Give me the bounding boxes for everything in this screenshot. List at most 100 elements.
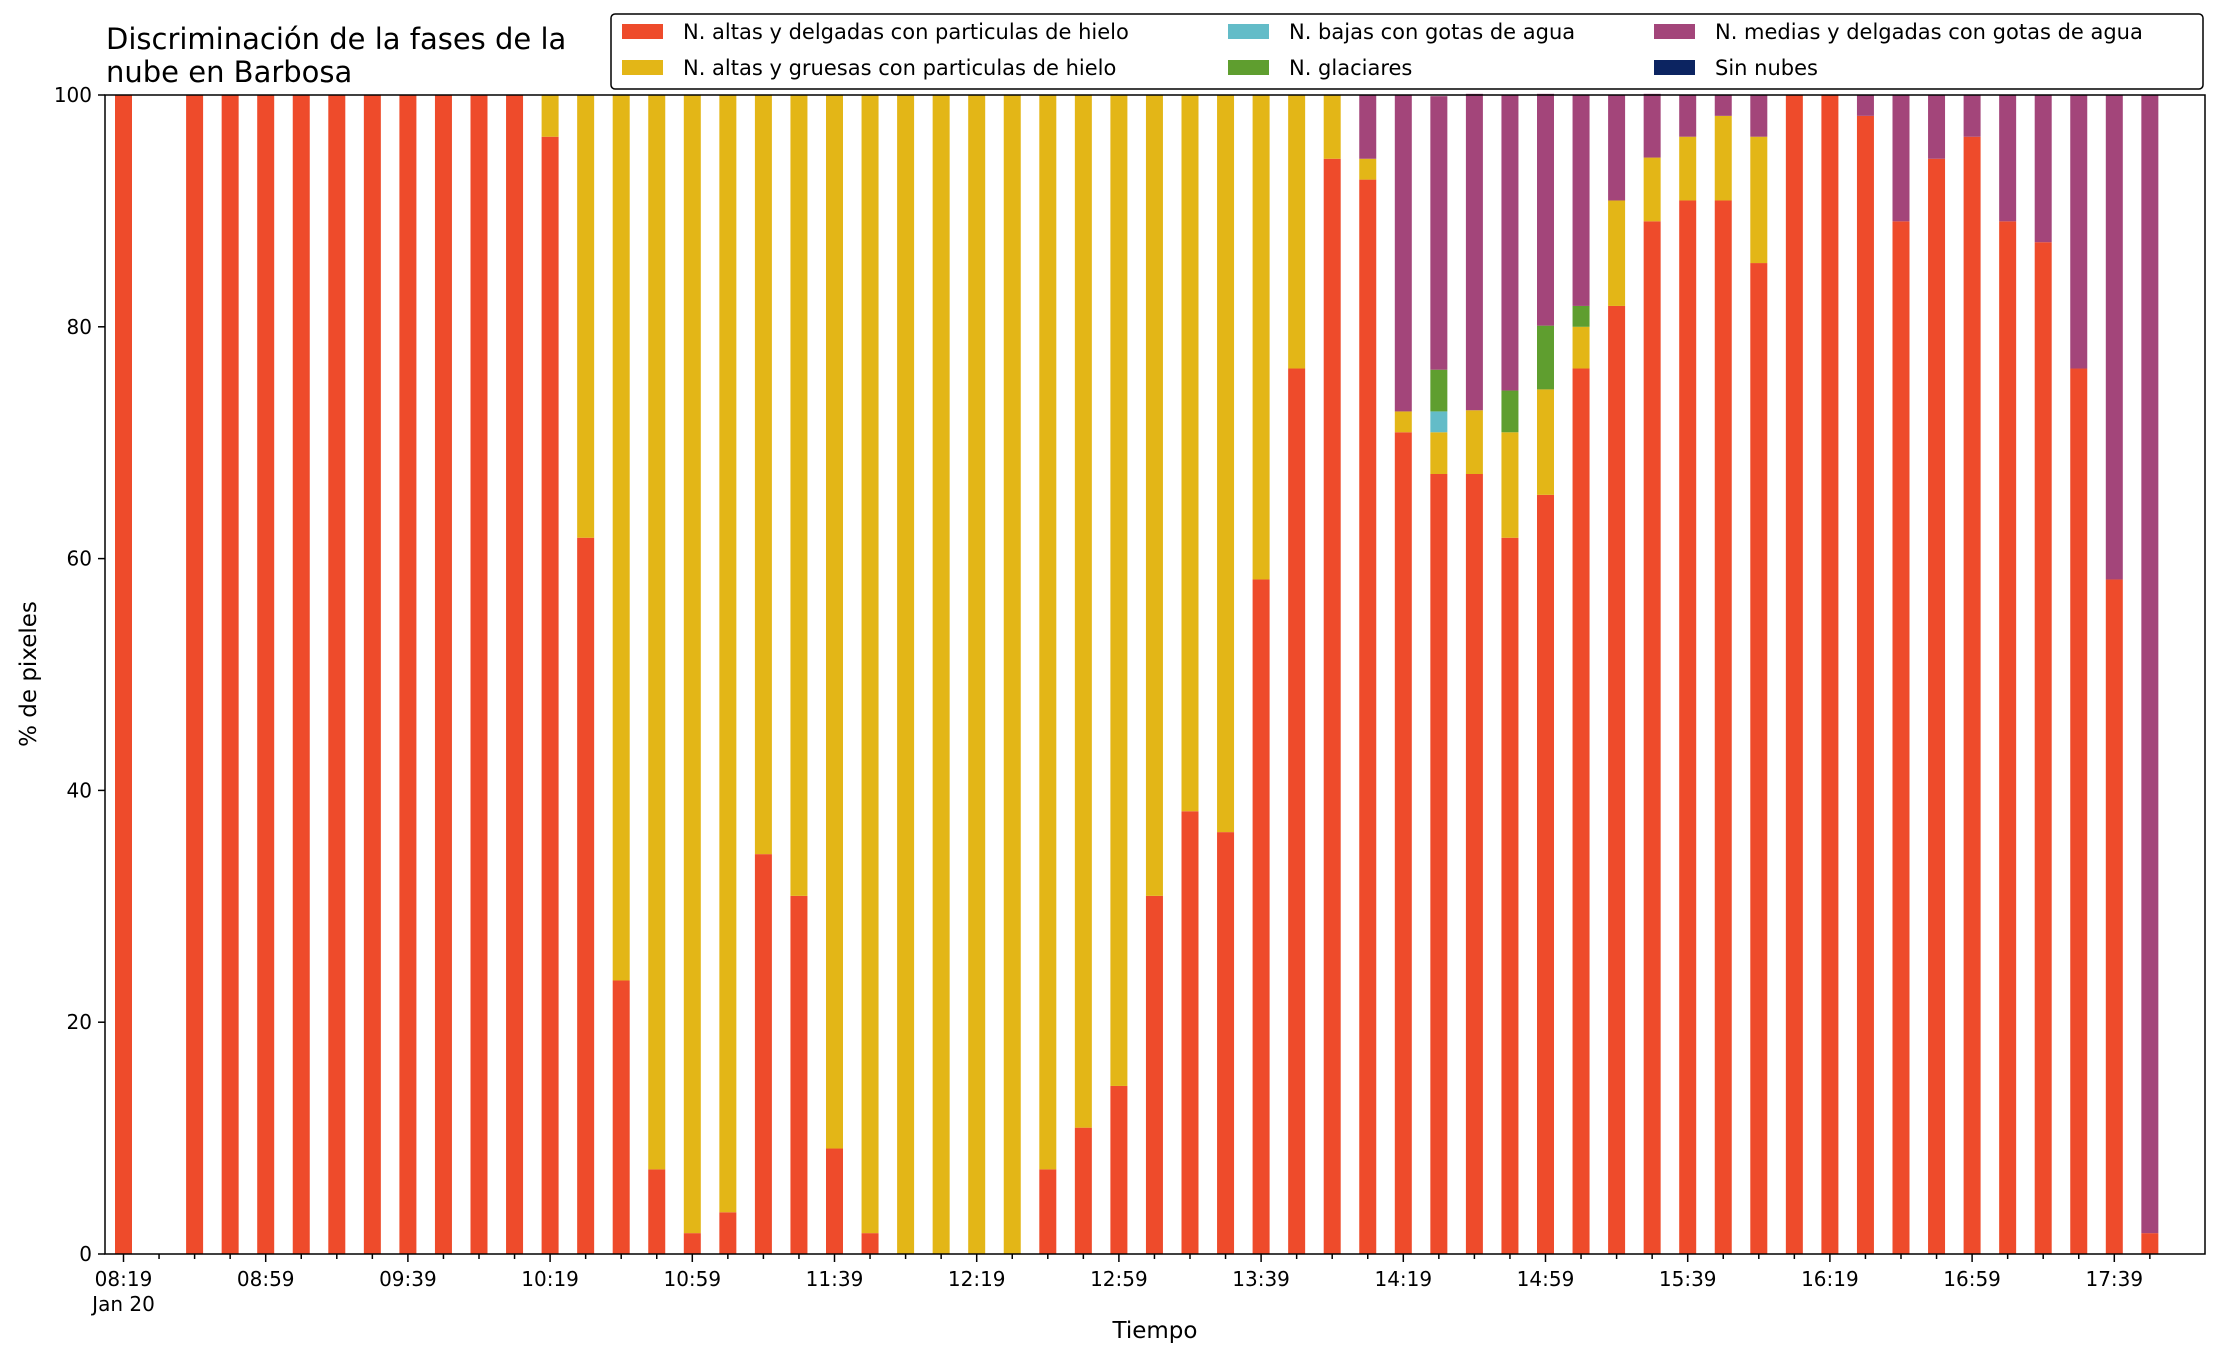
x-tick-label: 16:19 (1801, 1267, 1859, 1291)
x-tick-label: 15:39 (1659, 1267, 1717, 1291)
bar-segment (897, 95, 915, 1254)
bar-segment (1750, 263, 1768, 1254)
bar-segment (1501, 390, 1519, 433)
bar-segment (1608, 95, 1626, 201)
legend-item: N. bajas con gotas de agua (1228, 20, 1575, 44)
bar-segment (1074, 95, 1092, 1128)
bar-segment (1288, 95, 1306, 369)
bar-segment (2105, 579, 2123, 1254)
bar-segment (541, 136, 559, 1255)
bar-segment (1394, 411, 1412, 433)
bar-segment (1572, 305, 1590, 327)
bar-segment (1145, 895, 1163, 1254)
bar-segment (1430, 432, 1448, 474)
bar-segment (1643, 93, 1661, 158)
bar-segment (1145, 95, 1163, 896)
bar-segment (1039, 1169, 1057, 1254)
y-tick-label: 100 (54, 83, 92, 107)
bar-segment (1217, 95, 1235, 833)
bar-segment (826, 95, 843, 1149)
bar-segment (186, 95, 204, 1254)
bar-segment (1501, 95, 1519, 391)
bar-segment (1537, 494, 1554, 1254)
legend-swatch (1654, 24, 1695, 39)
bar-segment (1465, 410, 1483, 474)
bar-segment (1003, 95, 1021, 1254)
bar-segment (1394, 432, 1412, 1254)
bar-segment (1181, 95, 1199, 812)
bar-segment (1501, 537, 1519, 1254)
bar-segment (1643, 221, 1661, 1255)
bar-segment (968, 95, 986, 1254)
bar-segment (577, 537, 595, 1254)
legend-box (610, 13, 2204, 90)
legend-label: N. altas y gruesas con particulas de hie… (683, 56, 1116, 80)
bar-segment (1430, 369, 1448, 412)
bar-segment (1110, 95, 1128, 1086)
bar-segment (1785, 95, 1803, 1254)
bar-segment (2141, 1233, 2159, 1254)
bar-segment (2070, 95, 2088, 369)
legend-swatch (1228, 24, 1269, 39)
x-tick-label: 10:59 (663, 1267, 721, 1291)
bar-segment (1608, 200, 1626, 306)
bar-segment (1430, 473, 1448, 1254)
x-tick-label: 08:19 (95, 1267, 153, 1291)
bar-segment (719, 95, 737, 1213)
bar-segment (1679, 136, 1697, 201)
y-tick-label: 20 (67, 1010, 92, 1034)
y-axis: 0 20 40 60 80 100 (54, 83, 105, 1266)
bar-segment (826, 1148, 843, 1254)
legend: N. altas y delgadas con particulas de hi… (610, 13, 2204, 90)
x-tick-label: 17:39 (2085, 1267, 2143, 1291)
bar-segment (861, 1233, 879, 1254)
bar-segment (1252, 579, 1270, 1254)
bar-segment (1074, 1127, 1092, 1254)
x-tick-label: 14:59 (1517, 1267, 1575, 1291)
bar-segment (434, 95, 452, 1254)
chart-title-line-1: Discriminación de la fases de la (106, 22, 566, 56)
legend-label: N. bajas con gotas de agua (1289, 20, 1575, 44)
legend-label: Sin nubes (1715, 56, 1818, 80)
y-tick-label: 60 (67, 547, 92, 571)
bar-segment (1537, 389, 1554, 495)
bar-segment (2070, 368, 2088, 1254)
bar-segment (648, 95, 666, 1170)
legend-item: N. glaciares (1228, 56, 1412, 80)
legend-item: N. altas y gruesas con particulas de hie… (622, 56, 1116, 80)
bar-segment (1856, 95, 1874, 116)
x-tick-label: 08:59 (237, 1267, 295, 1291)
legend-item: N. altas y delgadas con particulas de hi… (622, 20, 1129, 44)
bar-segment (1963, 95, 1981, 137)
bar-segment (1714, 95, 1732, 116)
legend-swatch (622, 24, 663, 39)
x-tick-label: 16:59 (1943, 1267, 2001, 1291)
x-tick-label: 14:19 (1374, 1267, 1432, 1291)
bar-segment (2141, 95, 2159, 1234)
bar-segment (1856, 115, 1874, 1255)
bar-segment (1714, 115, 1732, 201)
bar-segment (1323, 158, 1341, 1254)
bar-segment (683, 95, 701, 1234)
bar-segment (2105, 95, 2123, 580)
bar-segment (1465, 473, 1483, 1254)
bar-segment (1465, 93, 1483, 411)
bar-segment (292, 95, 310, 1254)
x-tick-label: 13:39 (1232, 1267, 1290, 1291)
y-tick-label: 0 (79, 1242, 92, 1266)
bar-segment (1323, 95, 1341, 159)
bar-segment (1217, 832, 1235, 1254)
bar-segment (1252, 95, 1270, 580)
bar-segment (861, 95, 879, 1234)
bar-segment (1963, 136, 1981, 1255)
y-tick-label: 80 (67, 315, 92, 339)
bar-segment (790, 95, 808, 896)
legend-label: N. glaciares (1289, 56, 1412, 80)
bar-segment (1359, 95, 1377, 159)
bar-segment (754, 854, 772, 1254)
bar-segment (1714, 200, 1732, 1255)
x-tick-sublabel: Jan 20 (90, 1292, 155, 1316)
bar-segment (1892, 95, 1910, 222)
bar-segment (115, 95, 132, 1254)
bar-segment (328, 95, 346, 1254)
